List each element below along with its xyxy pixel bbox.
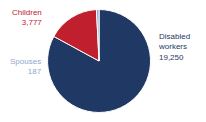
svg-text:Spouses187: Spouses187: [10, 57, 42, 76]
svg-text:Children3,777: Children3,777: [12, 8, 42, 27]
svg-text:Disabledworkers19,250: Disabledworkers19,250: [158, 32, 190, 62]
